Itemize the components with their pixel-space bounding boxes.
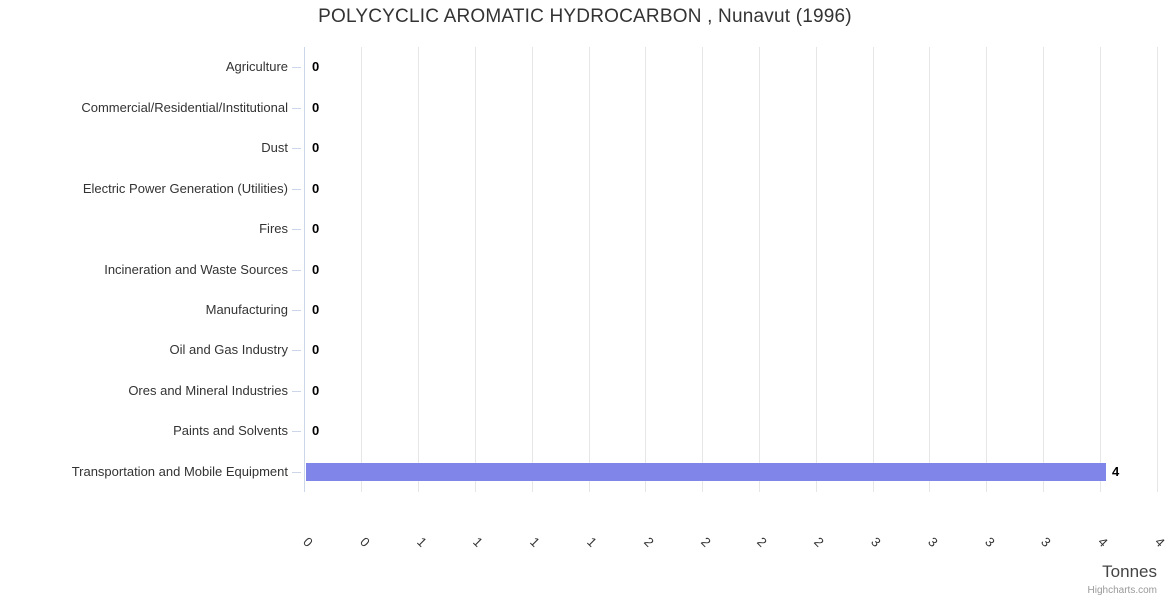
x-tick-label: 3 (868, 534, 884, 550)
data-label: 0 (312, 261, 320, 277)
category-label: Fires (259, 221, 288, 237)
x-tick-label: 1 (584, 534, 600, 550)
category-tick-mark (292, 67, 301, 68)
category-tick-mark (292, 391, 301, 392)
category-tick-mark (292, 350, 301, 351)
highcharts-credit: Highcharts.com (1087, 585, 1157, 596)
gridline (418, 47, 420, 492)
category-tick-mark (292, 108, 301, 109)
data-label: 0 (312, 221, 320, 237)
gridline (815, 47, 817, 492)
x-tick-label: 1 (413, 534, 430, 550)
gridline (531, 47, 533, 492)
category-label: Manufacturing (205, 301, 288, 317)
gridline (986, 47, 988, 492)
x-tick-label: 2 (640, 534, 657, 550)
plot-area (305, 47, 1158, 492)
data-label: 0 (312, 59, 320, 75)
category-label: Commercial/Residential/Institutional (81, 99, 288, 115)
gridline (1156, 47, 1158, 492)
x-tick-label: 4 (1152, 534, 1168, 550)
gridline (1042, 47, 1044, 492)
x-tick-label: 3 (981, 534, 998, 550)
category-label: Oil and Gas Industry (169, 342, 289, 358)
x-tick-label: 3 (1038, 534, 1055, 550)
category-tick-mark (292, 189, 301, 190)
x-tick-label: 2 (811, 534, 828, 550)
gridline (588, 47, 590, 492)
x-tick-label: 0 (356, 534, 373, 550)
category-label: Agriculture (225, 59, 288, 75)
gridline (645, 47, 647, 492)
x-axis-title: Tonnes (1102, 562, 1157, 581)
category-label: Transportation and Mobile Equipment (71, 463, 288, 479)
x-tick-label: 1 (527, 534, 544, 550)
bar-transportation-and-mobile-equipment[interactable] (306, 462, 1107, 481)
data-label: 0 (312, 423, 320, 439)
x-tick-label: 2 (697, 534, 714, 550)
data-label: 0 (312, 301, 320, 317)
category-tick-mark (292, 229, 301, 230)
category-label: Paints and Solvents (173, 423, 288, 439)
category-label: Ores and Mineral Industries (128, 382, 288, 398)
x-tick-label: 3 (924, 534, 941, 550)
data-label: 0 (312, 382, 320, 398)
data-label: 0 (312, 140, 320, 156)
category-tick-mark (292, 148, 301, 149)
category-tick-mark (292, 270, 301, 271)
category-tick-mark (292, 472, 301, 473)
x-tick-label: 2 (754, 534, 771, 550)
data-label: 0 (312, 99, 320, 115)
gridline (872, 47, 874, 492)
x-tick-label: 0 (300, 534, 316, 550)
gridline (474, 47, 476, 492)
data-label: 0 (312, 180, 320, 196)
gridline (929, 47, 931, 492)
category-tick-mark (292, 310, 301, 311)
category-tick-mark (292, 431, 301, 432)
category-label: Dust (261, 140, 288, 156)
category-label: Electric Power Generation (Utilities) (82, 180, 288, 196)
category-label: Incineration and Waste Sources (104, 261, 288, 277)
gridline (758, 47, 760, 492)
x-tick-label: 1 (470, 534, 487, 550)
gridline (361, 47, 363, 492)
category-axis-line (304, 47, 305, 492)
gridline (1099, 47, 1101, 492)
data-label: 4 (1112, 463, 1120, 479)
gridline (702, 47, 704, 492)
chart-title: POLYCYCLIC AROMATIC HYDROCARBON , Nunavu… (318, 6, 852, 27)
x-tick-label: 4 (1095, 534, 1112, 550)
data-label: 0 (312, 342, 320, 358)
